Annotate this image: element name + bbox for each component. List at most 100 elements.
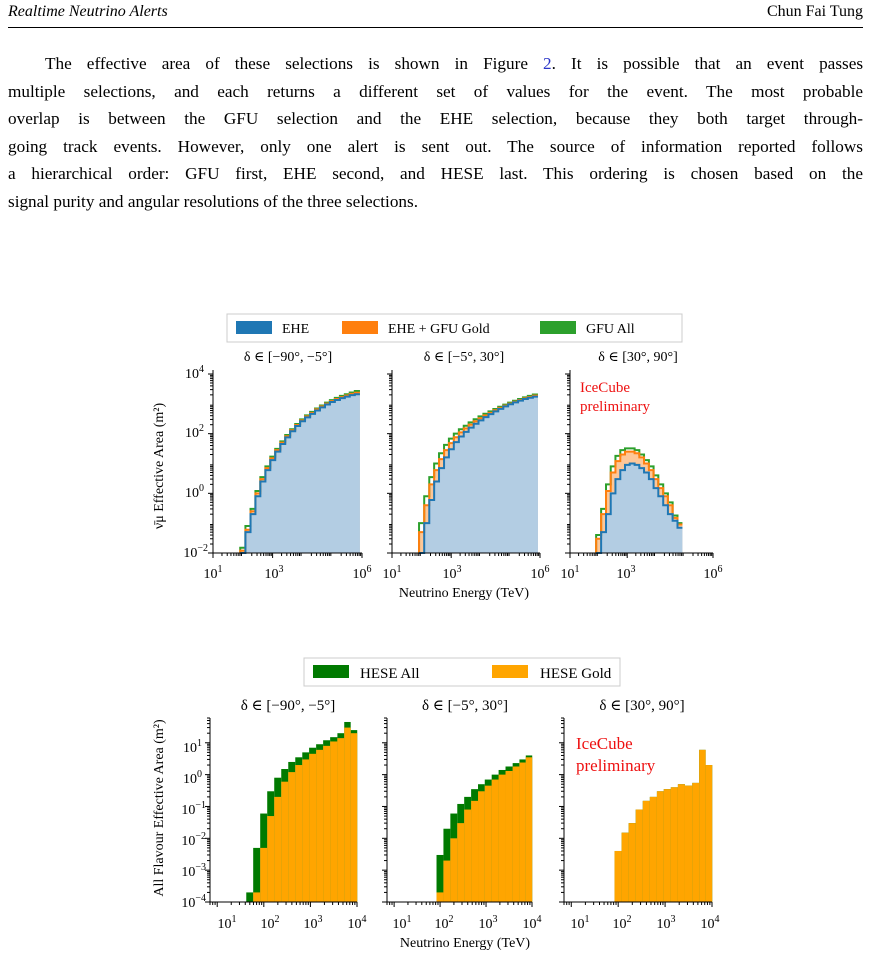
icecube-preliminary-annotation: IceCube xyxy=(580,380,630,396)
running-header: Realtime Neutrino Alerts Chun Fai Tung xyxy=(8,0,863,28)
bar-hese-gold xyxy=(337,738,345,902)
y-tick-label: 102 xyxy=(185,423,204,441)
paragraph-line: multiple selections, and each returns a … xyxy=(8,81,863,101)
bar-hese-gold xyxy=(677,784,685,902)
y-tick-label: 101 xyxy=(183,738,202,756)
bar-hese-gold xyxy=(350,733,358,902)
icecube-preliminary-annotation: preliminary xyxy=(576,756,656,775)
x-tick-label: 103 xyxy=(443,564,462,582)
bar-hese-gold xyxy=(635,809,643,902)
bar-hese-gold xyxy=(649,796,657,902)
x-tick-label: 102 xyxy=(435,914,454,932)
figure1-panel-3 xyxy=(565,370,714,558)
panel-title: δ ∈ [−90°, −5°] xyxy=(241,698,336,714)
x-axis-label: Neutrino Energy (TeV) xyxy=(399,586,530,601)
figure1-legend: EHE EHE + GFU Gold GFU All xyxy=(226,313,683,343)
figure-reference-link[interactable]: 2 xyxy=(543,54,552,73)
y-axis-label: All Flavour Effective Area (m²) xyxy=(152,719,167,897)
bar-hese-gold xyxy=(323,745,331,902)
x-axis-label: Neutrino Energy (TeV) xyxy=(400,936,531,951)
header-author: Chun Fai Tung xyxy=(766,3,863,20)
bar-hese-gold xyxy=(316,749,324,902)
x-tick-label: 104 xyxy=(701,914,720,932)
bar-hese-gold xyxy=(330,741,338,902)
bar-hese-gold xyxy=(684,785,693,902)
x-tick-label: 103 xyxy=(265,564,284,582)
bar-hese-gold xyxy=(309,753,317,902)
bar-hese-gold xyxy=(656,791,664,902)
series-ehe-gfu-gold-line xyxy=(595,450,683,553)
bar-hese-gold xyxy=(498,774,506,902)
bar-hese-gold xyxy=(295,765,303,902)
bar-hese-gold xyxy=(705,765,713,902)
bar-hese-gold xyxy=(457,823,465,902)
x-tick-labels: 101 103 106 101 103 106 101 103 106 xyxy=(204,564,723,582)
bar-hese-gold xyxy=(484,785,492,902)
y-tick-label: 104 xyxy=(185,364,204,382)
figure-2-hese-effective-area: HESE All HESE Gold δ ∈ [−90°, −5°] δ ∈ [… xyxy=(152,657,720,951)
bar-hese-gold xyxy=(288,772,296,902)
y-tick-label: 100 xyxy=(183,769,202,787)
series-ehe-fill xyxy=(596,463,683,553)
bar-hese-gold xyxy=(505,770,513,902)
bar-hese-gold xyxy=(436,892,444,902)
bar-hese-gold xyxy=(344,727,351,902)
bar-hese-gold xyxy=(519,762,526,902)
bar-hese-gold xyxy=(260,847,268,902)
bar-hese-gold xyxy=(628,823,636,902)
figure2-legend: HESE All HESE Gold xyxy=(303,657,621,687)
paragraph-line: overlap is between the GFU selection and… xyxy=(8,109,863,128)
panel-title: δ ∈ [30°, 90°] xyxy=(598,350,677,365)
legend-swatch-hese-all xyxy=(313,665,349,678)
paragraph-line: The effective area of these selections i… xyxy=(45,54,864,73)
x-tick-label: 106 xyxy=(353,564,372,582)
figure-1-effective-area: EHE EHE + GFU Gold GFU All δ ∈ [−90°, −5… xyxy=(152,313,723,601)
series-ehe-fill xyxy=(419,396,538,553)
y-tick-labels: 104 102 100 10−2 xyxy=(183,364,208,561)
legend-label-hese-gold: HESE Gold xyxy=(540,666,612,682)
bar-hese-gold xyxy=(302,759,310,902)
figure2-panel-2 xyxy=(382,717,533,907)
x-tick-label: 104 xyxy=(348,914,367,932)
bar-hese-gold xyxy=(443,860,451,902)
panel-title: δ ∈ [−5°, 30°] xyxy=(424,350,504,365)
legend-swatch-gfu-all xyxy=(540,321,576,334)
x-tick-label: 102 xyxy=(613,914,632,932)
legend-label-ehe: EHE xyxy=(282,322,309,337)
x-tick-label: 101 xyxy=(561,564,580,582)
y-tick-label: 100 xyxy=(185,483,204,501)
bar-hese-gold xyxy=(614,850,622,902)
bar-hese-gold xyxy=(642,800,650,902)
x-tick-label: 101 xyxy=(393,914,412,932)
figure2-panel-1 xyxy=(205,717,358,907)
bar-hese-gold xyxy=(478,791,485,902)
bar-hese-gold xyxy=(692,782,700,902)
y-axis-label: ν̄μ Effective Area (m²) xyxy=(152,403,167,530)
bar-hese-all xyxy=(246,892,254,902)
bar-hese-gold xyxy=(450,838,458,902)
figure2-panel-3 xyxy=(559,717,713,907)
bar-hese-gold xyxy=(670,787,678,902)
legend-label-hese-all: HESE All xyxy=(360,666,420,682)
y-tick-label: 10−4 xyxy=(181,893,206,911)
x-tick-label: 101 xyxy=(204,564,223,582)
legend-swatch-ehe xyxy=(236,321,272,334)
bar-hese-gold xyxy=(663,789,671,902)
figure1-panel-1 xyxy=(208,370,363,558)
x-tick-label: 103 xyxy=(304,914,323,932)
bar-hese-gold xyxy=(464,809,472,902)
bar-hese-gold xyxy=(512,766,520,902)
paragraph-line: signal purity and angular resolutions of… xyxy=(8,191,419,211)
series-ehe-line xyxy=(596,462,683,554)
header-title: Realtime Neutrino Alerts xyxy=(8,3,168,20)
y-tick-label: 10−2 xyxy=(181,831,206,849)
legend-label-gfu-all: GFU All xyxy=(586,322,635,337)
x-tick-labels: 101 102 103 104 101 102 103 104 101 102 … xyxy=(218,914,720,932)
panel-title: δ ∈ [−90°, −5°] xyxy=(244,350,332,365)
x-tick-label: 106 xyxy=(531,564,550,582)
x-tick-label: 101 xyxy=(571,914,590,932)
bar-hese-gold xyxy=(267,816,275,902)
x-tick-label: 102 xyxy=(261,914,280,932)
bar-hese-all xyxy=(253,847,261,902)
series-ehe-line xyxy=(419,395,538,554)
